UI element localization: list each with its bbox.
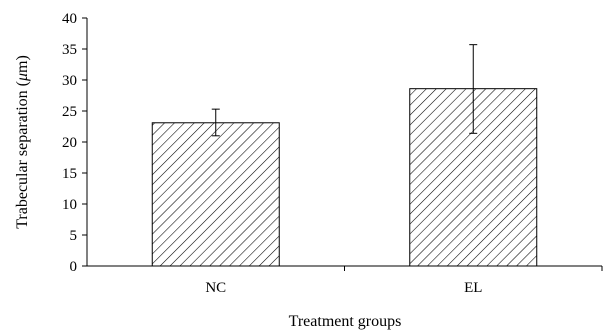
x-ticks bbox=[344, 266, 603, 271]
y-axis-label: Trabecular separation (μm) bbox=[14, 55, 31, 229]
y-tick-label: 25 bbox=[62, 104, 77, 120]
x-axis: NC EL bbox=[87, 265, 603, 296]
error-bars bbox=[211, 44, 478, 137]
x-tick-labels: NC EL bbox=[205, 280, 482, 296]
y-axis: 0 5 10 15 20 25 30 35 40 bbox=[62, 11, 88, 275]
x-tick-label-nc: NC bbox=[205, 280, 226, 296]
y-tick-label: 20 bbox=[62, 135, 77, 151]
y-tick-label: 0 bbox=[70, 259, 78, 275]
y-axis-label-unit-symbol: μ bbox=[14, 73, 31, 82]
y-tick-label: 15 bbox=[62, 166, 77, 182]
bars bbox=[151, 88, 538, 267]
y-axis-label-prefix: Trabecular separation ( bbox=[14, 81, 31, 229]
x-axis-label: Treatment groups bbox=[289, 313, 402, 330]
y-axis-label-suffix: m) bbox=[14, 55, 31, 73]
bar-nc bbox=[151, 122, 280, 267]
y-tick-label: 40 bbox=[62, 11, 77, 27]
y-tick-label: 35 bbox=[62, 42, 77, 58]
y-tick-label: 30 bbox=[62, 73, 77, 89]
error-bar-nc bbox=[211, 108, 220, 137]
error-bar-el bbox=[469, 44, 478, 134]
y-ticks: 0 5 10 15 20 25 30 35 40 bbox=[62, 11, 87, 275]
y-tick-label: 5 bbox=[70, 228, 78, 244]
y-tick-label: 10 bbox=[62, 197, 77, 213]
x-tick-label-el: EL bbox=[464, 280, 482, 296]
